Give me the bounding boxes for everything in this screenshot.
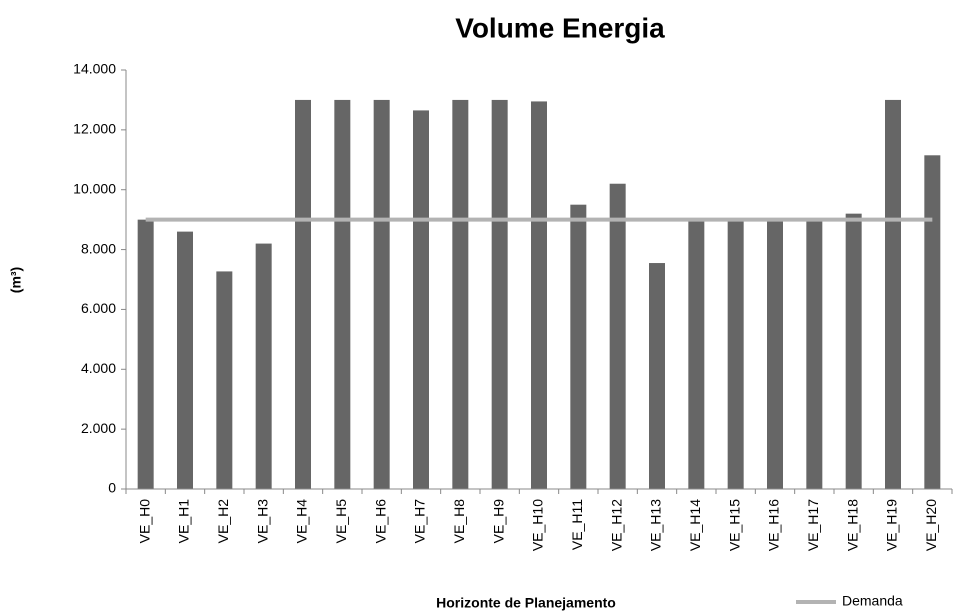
x-tick-label: VE_H19 xyxy=(884,499,900,551)
bar xyxy=(570,204,587,489)
x-tick-label: VE_H1 xyxy=(176,499,192,544)
bar xyxy=(413,110,429,490)
x-axis-label: Horizonte de Planejamento xyxy=(436,595,616,611)
bar xyxy=(255,243,272,489)
bar xyxy=(491,99,508,489)
x-tick-label: VE_H20 xyxy=(923,499,939,551)
x-tick-label: VE_H3 xyxy=(254,499,270,544)
x-tick-label: VE_H7 xyxy=(412,499,428,544)
bar xyxy=(373,99,390,489)
y-tick-label: 4.000 xyxy=(81,360,116,376)
chart-title: Volume Energia xyxy=(455,12,665,43)
x-tick-label: VE_H10 xyxy=(530,499,546,551)
x-tick-label: VE_H8 xyxy=(451,499,467,544)
x-tick-label: VE_H11 xyxy=(569,499,585,550)
x-tick-label: VE_H17 xyxy=(805,499,821,551)
bar xyxy=(531,101,547,490)
bar xyxy=(688,219,705,489)
y-tick-label: 10.000 xyxy=(73,180,116,196)
x-tick-label: VE_H2 xyxy=(215,499,231,544)
x-tick-label: VE_H4 xyxy=(294,499,310,544)
bar xyxy=(137,219,154,489)
y-tick-label: 12.000 xyxy=(73,121,116,137)
y-tick-label: 6.000 xyxy=(81,300,116,316)
x-tick-label: VE_H5 xyxy=(333,499,349,544)
bar xyxy=(885,99,901,489)
legend-label: Demanda xyxy=(842,593,903,609)
bar xyxy=(845,213,862,489)
y-tick-label: 2.000 xyxy=(81,420,116,436)
bar xyxy=(452,99,469,489)
x-tick-label: VE_H15 xyxy=(726,499,742,551)
bar xyxy=(649,263,665,489)
bar xyxy=(924,155,941,489)
x-tick-label: VE_H16 xyxy=(766,499,782,551)
bar xyxy=(727,219,744,489)
bar xyxy=(334,99,351,489)
bar xyxy=(177,231,193,489)
y-tick-label: 8.000 xyxy=(81,240,116,256)
y-tick-label: 14.000 xyxy=(73,61,116,77)
x-tick-label: VE_H13 xyxy=(648,499,664,551)
x-tick-label: VE_H18 xyxy=(844,499,860,551)
y-axis-label: (m³) xyxy=(8,267,24,293)
x-tick-label: VE_H12 xyxy=(608,499,624,551)
y-tick-label: 0 xyxy=(108,480,116,496)
bar xyxy=(806,219,823,489)
x-tick-label: VE_H14 xyxy=(687,499,703,551)
x-tick-label: VE_H0 xyxy=(136,499,152,544)
bar xyxy=(767,219,783,489)
bar xyxy=(609,183,626,489)
bar xyxy=(216,271,233,489)
bar xyxy=(295,99,311,489)
x-tick-label: VE_H6 xyxy=(372,499,388,544)
x-tick-label: VE_H9 xyxy=(490,499,506,544)
